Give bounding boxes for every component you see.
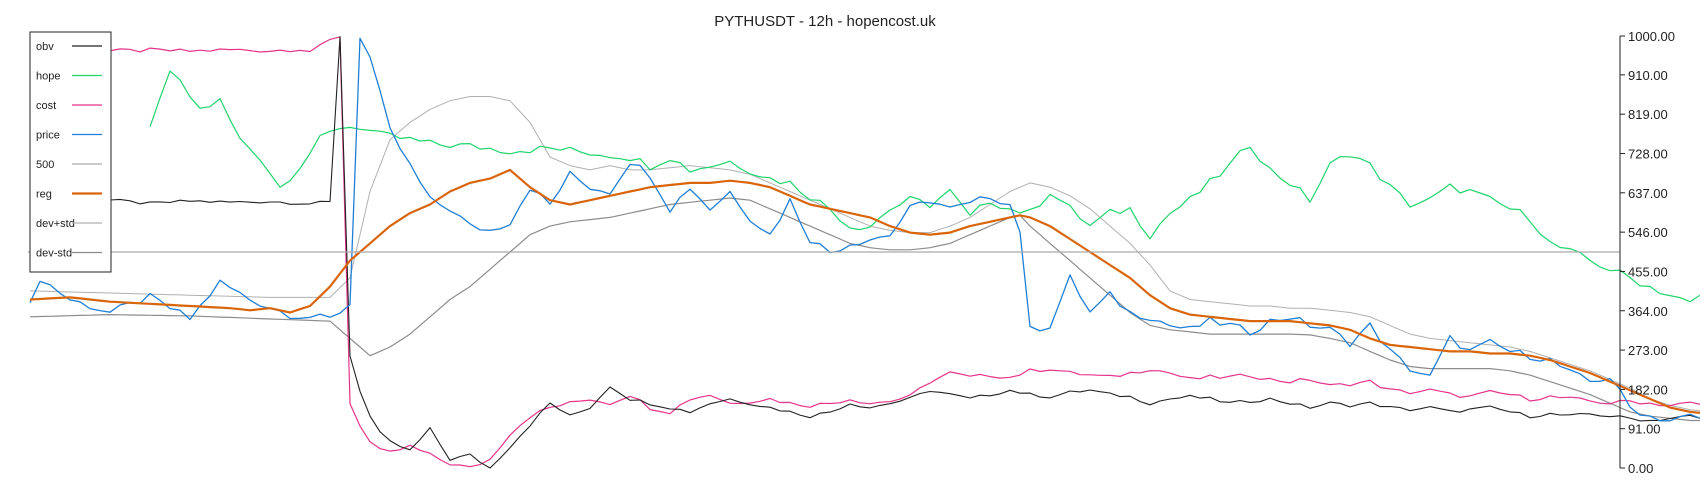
legend-label: reg	[36, 189, 52, 201]
series-layer	[29, 36, 1700, 469]
series-line-reg	[29, 168, 1700, 415]
series-line-price	[29, 37, 1700, 422]
series-line-cost	[69, 36, 1700, 468]
y-tick-label: 91.00	[1628, 422, 1661, 437]
series-line-obv	[29, 36, 1700, 469]
y-tick-label: 273.00	[1628, 343, 1668, 358]
y-tick-label: 455.00	[1628, 264, 1668, 279]
legend-label: price	[36, 130, 60, 142]
y-tick-label: 182.00	[1628, 382, 1668, 397]
chart-title: PYTHUSDT - 12h - hopencost.uk	[714, 13, 936, 30]
y-tick-label: 546.00	[1628, 225, 1668, 240]
y-tick-label: 364.00	[1628, 304, 1668, 319]
legend-label: obv	[36, 41, 54, 53]
y-tick-label: 728.00	[1628, 147, 1668, 162]
legend-label: dev+std	[36, 218, 75, 230]
y-tick-label: 637.00	[1628, 186, 1668, 201]
series-line-dev-minus	[29, 197, 1700, 422]
legend-box	[29, 31, 112, 273]
y-tick-label: 910.00	[1628, 68, 1668, 83]
legend: obv hope cost price 500 reg dev+std dev-std	[29, 31, 112, 273]
y-tick-label: 0.00	[1628, 461, 1653, 476]
legend-label: hope	[36, 71, 60, 83]
legend-label: cost	[36, 100, 56, 112]
legend-label: 500	[36, 159, 54, 171]
legend-label: dev-std	[36, 248, 72, 260]
y-tick-label: 1000.00	[1628, 29, 1675, 44]
series-line-hope	[149, 70, 1700, 303]
y-axis: 1000.00 910.00 819.00 728.00 637.00 546.00 455…	[1619, 29, 1675, 476]
series-line-dev-plus	[29, 96, 1700, 412]
y-tick-label: 819.00	[1628, 107, 1668, 122]
